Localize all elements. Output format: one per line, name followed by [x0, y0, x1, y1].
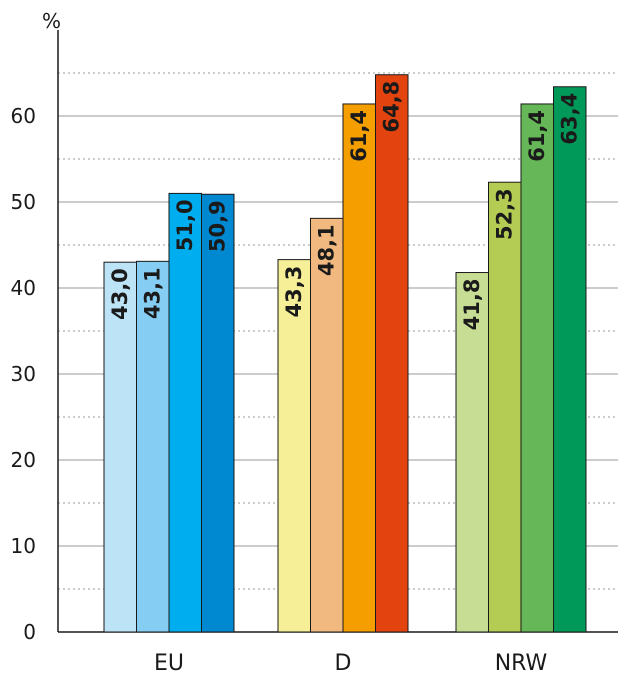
bar-value-label: 61,4 — [347, 110, 371, 162]
y-tick-label: 40 — [11, 276, 36, 300]
category-label: NRW — [495, 651, 548, 676]
category-label: D — [335, 651, 352, 676]
bar — [168, 192, 202, 633]
bar-value-label: 41,8 — [460, 279, 484, 331]
bar — [103, 261, 137, 633]
bar — [488, 181, 522, 633]
bar — [310, 217, 344, 633]
bar — [553, 86, 587, 633]
y-tick-label: 10 — [11, 534, 36, 558]
y-tick-label: 20 — [11, 448, 36, 472]
bar — [342, 103, 376, 633]
bar-value-labels: 43,0 43,1 51,0 50,9 43,3 48,1 61,4 64,8 41,8 52,3… — [108, 81, 582, 331]
y-tick-label: 30 — [11, 362, 36, 386]
bar-value-label: 50,9 — [206, 200, 230, 252]
bar-value-label: 63,4 — [558, 93, 582, 145]
bar-value-label: 43,3 — [282, 266, 306, 318]
y-tick-label: 0 — [23, 620, 36, 644]
bar-value-label: 48,1 — [315, 224, 339, 276]
bar — [136, 260, 170, 633]
y-axis-unit-label: % — [42, 9, 61, 33]
bar-value-label: 52,3 — [493, 188, 517, 240]
bar — [520, 103, 554, 633]
bar-value-label: 43,0 — [108, 268, 132, 320]
bar-value-label: 51,0 — [173, 199, 197, 251]
bar — [455, 272, 489, 633]
bar-value-label: 43,1 — [141, 267, 165, 319]
bar — [375, 74, 409, 633]
bar-value-label: 61,4 — [525, 110, 549, 162]
bar — [277, 259, 311, 633]
category-label: EU — [154, 651, 184, 676]
bar-value-label: 64,8 — [380, 81, 404, 133]
y-tick-label: 60 — [11, 104, 36, 128]
y-tick-label: 50 — [11, 190, 36, 214]
bars — [103, 74, 587, 633]
category-labels: EU D NRW — [154, 651, 548, 676]
y-tick-labels: 0 10 20 30 40 50 60 — [11, 104, 36, 644]
bar — [201, 193, 235, 633]
